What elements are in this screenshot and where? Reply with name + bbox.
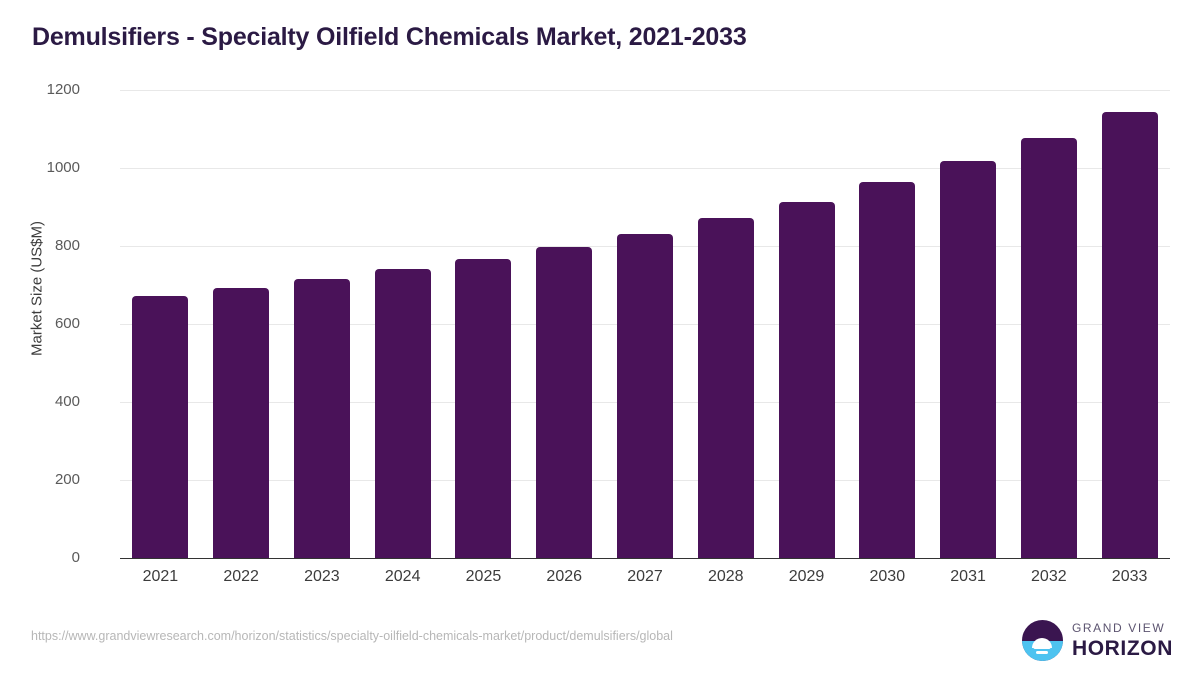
x-tick-label: 2026: [546, 568, 583, 585]
x-tick-label: 2031: [950, 568, 986, 585]
y-tick-label: 1000: [46, 159, 80, 176]
logo-circle-icon: [1021, 620, 1063, 661]
x-tick-label: 2029: [788, 568, 825, 585]
x-tick-label: 2023: [304, 568, 340, 585]
bar[interactable]: [213, 288, 270, 558]
bar[interactable]: [859, 182, 916, 558]
plot-area: Market Size (US$M) 0 200 400 600 800 1000 1200…: [28, 0, 1170, 620]
bar[interactable]: [293, 279, 350, 558]
page-title: Demulsifiers - Specialty Oilfield Chemic…: [32, 23, 747, 51]
x-tick-label: 2030: [869, 568, 906, 585]
bar[interactable]: [1020, 138, 1077, 558]
x-tick-label: 2022: [223, 568, 259, 585]
y-tick-label: 200: [54, 471, 80, 488]
x-tick-label: 2028: [707, 568, 744, 585]
source-url[interactable]: https://www.grandviewresearch.com/horizo…: [31, 629, 673, 643]
bar[interactable]: [940, 161, 997, 558]
bar[interactable]: [1101, 112, 1158, 558]
bars-layer: 2021 2022 2023 2024 2025 2026 2027 2028 2029 2030…: [120, 0, 1170, 620]
y-tick-label: 400: [54, 393, 80, 410]
y-tick-label: 800: [54, 237, 80, 254]
gridline: [120, 168, 1170, 169]
bar[interactable]: [536, 247, 593, 558]
y-tick-label: 0: [71, 549, 80, 566]
grand-view-horizon-logo: GRAND VIEW HORIZON: [1021, 620, 1173, 661]
bar[interactable]: [697, 218, 754, 558]
x-tick-label: 2021: [142, 568, 179, 585]
logo-bottom-half: [1021, 640, 1063, 661]
y-axis-title: Market Size (US$M): [28, 220, 46, 357]
bar[interactable]: [132, 296, 189, 558]
logo-bottom-text: HORIZON: [1071, 637, 1173, 660]
bar[interactable]: [617, 233, 673, 558]
bar[interactable]: [455, 259, 512, 558]
x-axis-line: [120, 558, 1170, 559]
gridline: [120, 90, 1170, 91]
y-tick-label: 1200: [46, 81, 80, 98]
bar[interactable]: [778, 201, 835, 558]
logo-top-text: GRAND VIEW: [1071, 621, 1166, 635]
x-tick-label: 2033: [1111, 568, 1148, 585]
x-tick-label: 2025: [465, 568, 502, 585]
logo-line-upper: [1033, 646, 1051, 649]
logo-line-lower: [1036, 651, 1049, 654]
x-tick-label: 2027: [627, 568, 663, 585]
x-tick-label: 2024: [384, 568, 421, 585]
x-tick-label: 2032: [1031, 568, 1067, 585]
logo-dome-shape: [1032, 638, 1053, 649]
y-tick-label: 600: [54, 315, 80, 332]
bar[interactable]: [374, 269, 431, 558]
logo-wordmark: GRAND VIEW HORIZON: [1072, 622, 1173, 659]
